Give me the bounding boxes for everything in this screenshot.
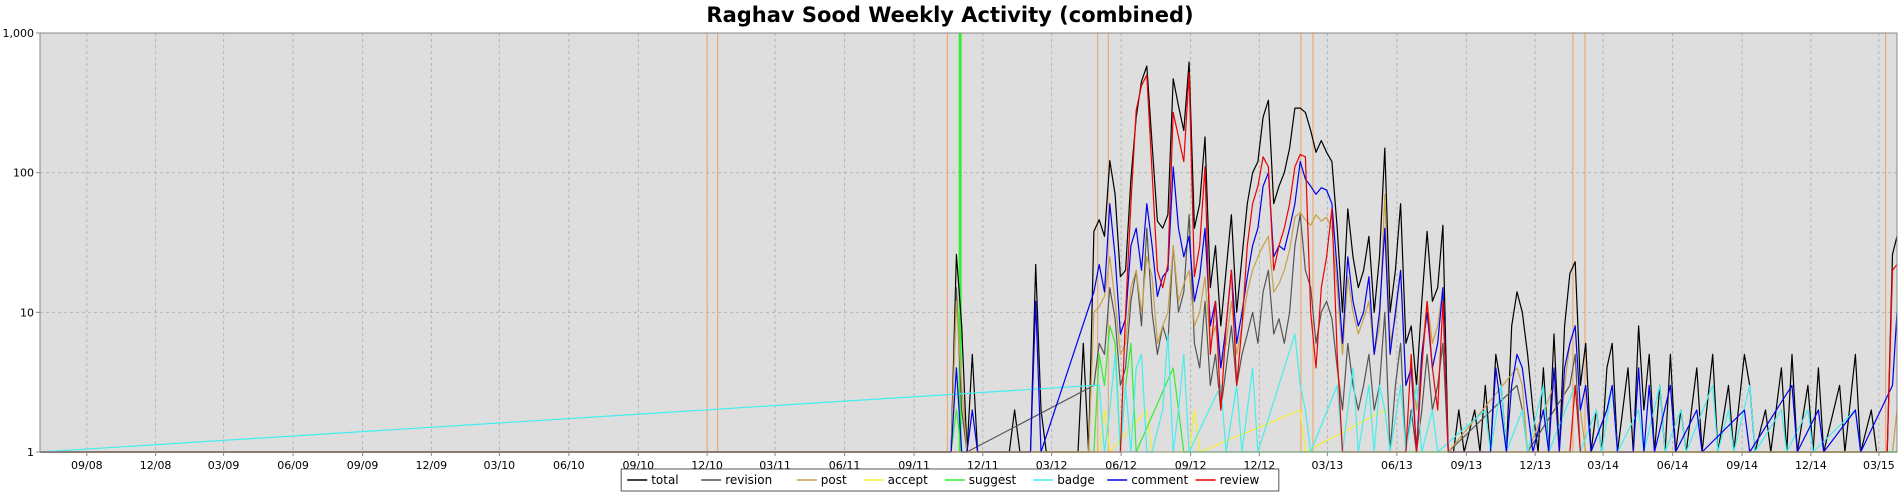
y-tick-label: 1,000 — [3, 27, 35, 40]
legend-label-suggest: suggest — [969, 473, 1017, 487]
x-tick-label: 12/09 — [415, 459, 447, 472]
event-marker-lines — [706, 33, 1887, 452]
x-tick-label: 09/13 — [1451, 459, 1483, 472]
plot-background — [40, 33, 1897, 452]
x-tick-label: 03/15 — [1863, 459, 1895, 472]
legend-label-post: post — [821, 473, 847, 487]
series-line-post — [40, 193, 1898, 453]
x-tick-label: 06/14 — [1657, 459, 1689, 472]
series-line-badge — [39, 333, 1897, 453]
x-tick-label: 03/14 — [1587, 459, 1619, 472]
plot-border — [39, 32, 1898, 453]
series-lines — [39, 61, 1898, 453]
x-tick-label: 12/08 — [140, 459, 172, 472]
x-tick-label: 03/13 — [1312, 459, 1344, 472]
legend-label-accept: accept — [888, 473, 929, 487]
x-tick-label: 09/08 — [71, 459, 103, 472]
legend-label-review: review — [1220, 473, 1260, 487]
x-tick-label: 03/09 — [208, 459, 240, 472]
x-tick-label: 12/14 — [1795, 459, 1827, 472]
legend: total revision post accept suggest badge comme… — [620, 468, 1280, 492]
x-tick-label: 06/10 — [553, 459, 585, 472]
legend-label-badge: badge — [1057, 473, 1095, 487]
x-tick-label: 09/09 — [347, 459, 379, 472]
y-tick-label: 1 — [27, 446, 34, 459]
legend-label-revision: revision — [725, 473, 772, 487]
x-tick-label: 12/13 — [1519, 459, 1551, 472]
y-tick-label: 10 — [20, 306, 34, 319]
x-tick-label: 03/10 — [483, 459, 515, 472]
series-line-review — [40, 72, 1898, 453]
legend-label-comment: comment — [1131, 473, 1188, 487]
x-tick-label: 06/13 — [1381, 459, 1413, 472]
series-line-comment — [40, 161, 1898, 453]
chart-title: Raghav Sood Weekly Activity (combined) — [706, 3, 1194, 27]
x-tick-label: 06/09 — [277, 459, 309, 472]
y-axis: 1 10 100 1,000 — [3, 27, 40, 459]
series-line-suggest — [40, 325, 1897, 453]
y-tick-label: 100 — [13, 167, 34, 180]
x-tick-label: 09/14 — [1726, 459, 1758, 472]
legend-label-total: total — [651, 473, 678, 487]
